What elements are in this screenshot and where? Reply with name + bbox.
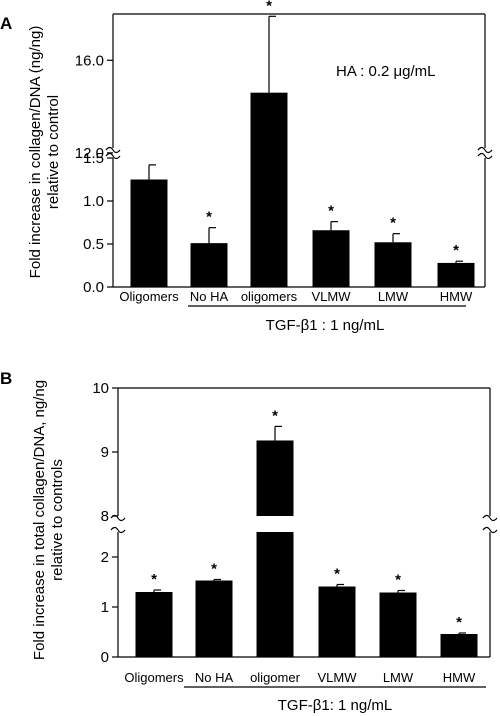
category-label: VLMW [318, 670, 358, 685]
bar-lower-segment [250, 158, 288, 287]
y-tick-label: 10 [92, 380, 109, 397]
axis-break-squiggle [110, 526, 126, 534]
significance-marker: * [456, 614, 462, 631]
category-label: No HA [195, 670, 234, 685]
bar [374, 242, 412, 287]
bar [312, 230, 350, 287]
y-tick-label: 0.5 [83, 236, 104, 253]
significance-marker: * [206, 209, 212, 226]
significance-marker: * [334, 566, 340, 583]
bar [379, 592, 417, 657]
panel-a-axis-break [105, 146, 493, 160]
panel-b-ylabel-line2: relative to controls [49, 459, 66, 581]
y-tick-label: 9 [101, 444, 109, 461]
panel-a-group-label: TGF-β1 : 1 ng/mL [266, 317, 385, 334]
panel-b-axis-break [110, 514, 498, 534]
axis-break-squiggle [105, 146, 121, 154]
panel-b-label: B [0, 369, 12, 388]
axis-break-squiggle [482, 526, 498, 534]
bar [318, 586, 356, 657]
bar [437, 262, 475, 287]
significance-marker: * [390, 215, 396, 232]
panel-a-label: A [0, 14, 12, 33]
panel-b-y-ticks: 0 1 2 8 9 10 [92, 380, 118, 666]
category-label: Oligomers [124, 670, 184, 685]
panel-a: A 0.0 0.5 1.0 1.512.0 16.0 * * * * * Oligomers No… [0, 0, 493, 334]
y-tick-label: 2 [101, 549, 109, 566]
significance-marker: * [211, 561, 217, 578]
panel-a-ylabel-line2: relative to control [45, 95, 62, 209]
y-tick-label: 1.0 [83, 193, 104, 210]
y-tick-label: 0.0 [83, 279, 104, 296]
panel-a-ylabel-line1: Fold increase in collagen/DNA (ng/ng) [27, 26, 44, 279]
category-label: LMW [378, 289, 409, 304]
significance-marker: * [328, 203, 334, 220]
axis-break-squiggle [477, 152, 493, 160]
panel-a-category-labels: Oligomers No HA oligomers VLMW LMW HMW [119, 289, 473, 304]
panel-b-frame [117, 387, 491, 658]
y-tick-label: 1.5 [83, 150, 104, 167]
y-tick-label: 0 [101, 649, 109, 666]
category-label: HMW [443, 670, 476, 685]
bar [195, 580, 233, 657]
y-tick-label: 16.0 [75, 52, 104, 69]
significance-marker: * [395, 572, 401, 589]
panel-a-bars: * * * * * [130, 0, 475, 287]
bar-lower-segment [256, 532, 294, 657]
panel-b-ylabel-line1: Fold increase in total collagen/DNA, ng/… [31, 380, 48, 660]
bar [440, 634, 478, 657]
category-label: VLMW [312, 289, 352, 304]
y-tick-label: 12.0 [75, 145, 104, 162]
category-label: LMW [383, 670, 414, 685]
panel-a-annotation: HA : 0.2 μg/mL [336, 63, 436, 80]
axis-break-squiggle [482, 514, 498, 522]
bar [190, 243, 228, 287]
axis-break-squiggle [477, 146, 493, 154]
panel-a-frame [112, 13, 486, 288]
bar [135, 592, 173, 657]
panel-b: B 0 1 2 8 9 10 * * * * * * Oligomers No HA oligomer V… [0, 369, 498, 714]
panel-a-y-axis-title: Fold increase in collagen/DNA (ng/ng) re… [27, 26, 62, 279]
significance-marker: * [453, 242, 459, 259]
category-label: oligomer [250, 670, 301, 685]
significance-marker: * [151, 571, 157, 588]
axis-break-gap [477, 148, 493, 158]
category-label: Oligomers [119, 289, 179, 304]
category-label: HMW [440, 289, 473, 304]
panel-a-y-ticks: 0.0 0.5 1.0 1.512.0 16.0 [75, 52, 113, 296]
category-label: No HA [190, 289, 229, 304]
category-label: oligomers [241, 289, 298, 304]
panel-b-bars: * * * * * * [135, 407, 478, 657]
significance-marker: * [272, 407, 278, 424]
panel-b-group-label: TGF-β1: 1 ng/mL [278, 697, 393, 714]
panel-b-category-labels: Oligomers No HA oligomer VLMW LMW HMW [124, 670, 476, 685]
y-tick-label: 1 [101, 599, 109, 616]
bar [130, 179, 168, 287]
significance-marker: * [266, 0, 272, 14]
bar-upper-segment [256, 440, 294, 516]
panel-b-y-axis-title: Fold increase in total collagen/DNA, ng/… [31, 380, 66, 660]
y-tick-label: 8 [101, 508, 109, 525]
axis-break-squiggle [105, 152, 121, 160]
